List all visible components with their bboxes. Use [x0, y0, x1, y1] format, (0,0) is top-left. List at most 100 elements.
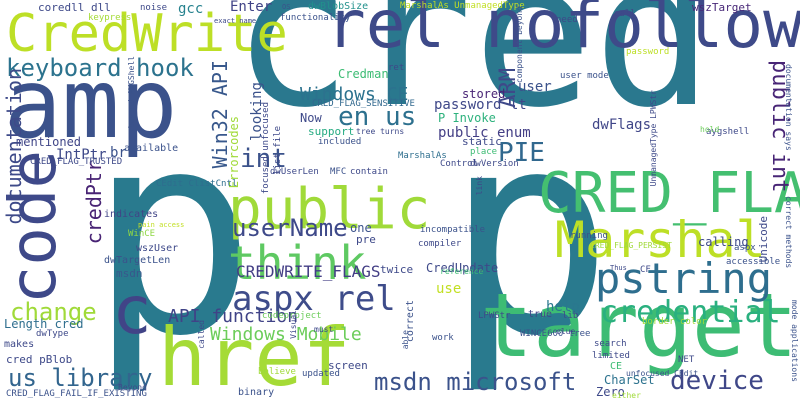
cloud-word-dwversion: dwVersion: [470, 159, 519, 169]
cloud-word-credential: credential: [600, 295, 781, 330]
cloud-word-visual: Visual: [289, 310, 298, 339]
cloud-word-screen: screen: [328, 359, 368, 372]
cloud-word-api-function: API function: [168, 306, 299, 327]
cloud-word-keypress: keypress: [88, 13, 132, 23]
cloud-word-gcc: gcc: [178, 1, 204, 17]
cloud-word-calling: calling: [698, 235, 749, 249]
cloud-word-component-beyond: component beyond: [515, 6, 524, 84]
cloud-word-accessible: accessible: [726, 257, 781, 267]
cloud-word-beyond: Beyond: [118, 383, 147, 392]
cloud-word-exact-name: exact name: [214, 17, 257, 25]
cloud-word-credwrite: CredWrite: [6, 4, 288, 64]
cloud-word-compiler: compiler: [418, 239, 462, 249]
cloud-word-user: user: [518, 79, 552, 95]
cloud-word-help: help: [546, 299, 580, 315]
cloud-word-available: available: [124, 143, 179, 154]
cloud-word-p-left: p: [88, 72, 257, 398]
cloud-word-marshalas-unmanagedtype: MarshalAs UnmanagedType: [400, 1, 525, 11]
cloud-word-mode-applications: mode applications: [790, 300, 799, 382]
cloud-word-dwuserlen: dwUserLen: [270, 167, 319, 177]
cloud-word-credptr: credPtr: [82, 160, 106, 245]
cloud-word-lpwstr: LPWStr: [478, 311, 511, 321]
cloud-word-public: public: [228, 177, 431, 242]
cloud-word-c: c: [112, 272, 152, 349]
cloud-word-now: Now: [300, 111, 322, 125]
cloud-word-wszuser: wszUser: [136, 243, 179, 254]
cloud-word-list-file: list file: [273, 126, 283, 175]
cloud-word-change: change: [10, 298, 97, 326]
cloud-word-credupdate: CredUpdate: [426, 261, 499, 275]
cloud-word-cred-flag-fail: CRED_FLAG_FAIL_IF_EXISTING: [6, 389, 147, 399]
cloud-word-cred-flag-trusted: CRED_FLAG_TRUSTED: [30, 157, 123, 167]
cloud-word-search: search: [594, 339, 627, 349]
cloud-word-length-cred: Length cred: [4, 317, 84, 331]
cloud-word-believe: believe: [258, 367, 296, 377]
cloud-word-mentioned: mentioned: [16, 135, 82, 149]
cloud-word-pie: PIE: [498, 138, 545, 168]
cloud-word-clue: clue: [556, 327, 576, 336]
cloud-word-us-library: us library: [8, 364, 153, 392]
cloud-word-zero: Zero: [596, 385, 625, 399]
cloud-word-static: static: [462, 135, 502, 148]
cloud-word-thus: Thus: [610, 264, 627, 272]
cloud-word-dwflags: dwFlags: [592, 117, 652, 133]
cloud-word-binary: binary: [238, 387, 275, 398]
cloud-word-device: device: [670, 366, 764, 396]
cloud-word-cedit-clistcntl: CEdit ClistCntl: [156, 179, 238, 189]
cloud-word-cred-flag-persist: CRED_FLAG_PERSIST: [590, 241, 672, 250]
cloud-word-marshal: Marshal: [555, 211, 766, 269]
cloud-word-pain-access: pain access: [138, 221, 185, 229]
cloud-word-cred: cred: [232, 0, 714, 152]
cloud-word-reference: reference: [440, 267, 484, 276]
cloud-word-tree-turns: tree turns: [356, 127, 405, 136]
cloud-word-updated: updated: [302, 369, 340, 379]
cloud-word-contain: contain: [350, 167, 388, 177]
cloud-word-think: think: [228, 236, 367, 290]
cloud-word-keyboard-hook: keyboard hook: [6, 54, 194, 82]
cloud-word-focused-unfocused: focused unfocused: [261, 102, 271, 195]
cloud-word-true: true: [528, 309, 553, 320]
cloud-word-ce: CE: [610, 361, 623, 372]
cloud-word-charset: CharSet: [604, 373, 655, 387]
cloud-word-pstring: pstring: [595, 254, 773, 303]
cloud-word-dwtype: dwType: [36, 329, 69, 339]
cloud-word-unfocused-cedit: unfocused CEdit: [626, 369, 699, 378]
cloud-word-errorcodes: Errorcodes: [227, 116, 241, 189]
cloud-word-p-right: p: [445, 72, 614, 398]
cloud-word-aspx: aspx: [734, 243, 756, 253]
cloud-word-support: support: [308, 125, 355, 138]
cloud-word-password-lt: password lt: [434, 97, 527, 113]
cloud-word-credwrite-flags: CREDWRITE_FLAGS: [236, 262, 381, 281]
cloud-word-use: use: [436, 281, 462, 297]
cloud-word-en-us: en us: [338, 102, 417, 132]
cloud-word-running: running: [570, 231, 608, 241]
cloud-word-twice: twice: [380, 263, 414, 276]
cloud-word-credman: Credman: [338, 67, 389, 81]
cloud-word-intptr: IntPtr: [56, 147, 107, 163]
cloud-word-int: int: [240, 144, 287, 174]
cloud-word-unmanagedtype-lpwstr: UnmanagedType LPWStr: [649, 90, 658, 187]
cloud-word-correct-methods: correct methods: [784, 196, 793, 269]
cloud-word-dwtargetlen: dwTargetLen: [104, 255, 171, 266]
cloud-word-mfc: MFC: [330, 167, 347, 177]
cloud-word-link: link: [475, 176, 484, 196]
cloud-word-either: either: [612, 391, 641, 400]
cloud-word-windows-ce: Windows CE: [300, 84, 409, 105]
cloud-word-pre: pre: [356, 233, 376, 246]
cloud-word-marshalas: MarshalAs: [398, 151, 447, 161]
cloud-word-hold: hold: [700, 125, 720, 134]
cloud-word-place: place: [470, 147, 498, 157]
cloud-word-user-mode: user mode: [560, 71, 609, 81]
cloud-word-included: included: [318, 137, 362, 147]
cloud-word-beyond-aygshell: beyond AYGShell: [127, 56, 136, 129]
cloud-word-p-invoke: P Invoke: [438, 111, 496, 125]
cloud-word-able: able: [401, 330, 410, 350]
cloud-word-control: Control: [440, 159, 478, 169]
cloud-word-msdn-microsoft: msdn microsoft: [374, 368, 577, 396]
cloud-word-href: href: [158, 311, 351, 400]
cloud-word-noise: noise: [140, 3, 168, 13]
cloud-word-ret: ret: [388, 63, 405, 73]
cloud-word-makes: makes: [4, 339, 35, 350]
cloud-word-need: need: [556, 15, 578, 25]
